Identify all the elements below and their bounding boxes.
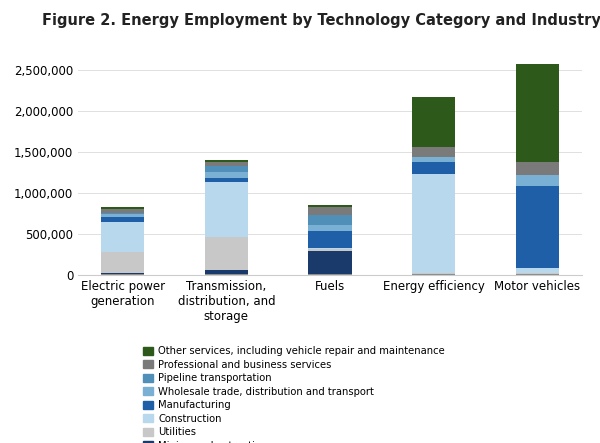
Bar [412, 157, 455, 162]
Text: Figure 2. Energy Employment by Technology Category and Industry, 2022: Figure 2. Energy Employment by Technolog… [42, 13, 600, 28]
Bar [101, 207, 145, 209]
Bar [515, 162, 559, 175]
Bar [515, 64, 559, 162]
Bar [308, 206, 352, 207]
Bar [101, 217, 145, 222]
Bar [101, 213, 145, 214]
Bar [101, 214, 145, 217]
Legend: Other services, including vehicle repair and maintenance, Professional and busin: Other services, including vehicle repair… [143, 346, 445, 443]
Bar [308, 274, 352, 275]
Bar [412, 156, 455, 157]
Bar [101, 252, 145, 272]
Bar [412, 174, 455, 272]
Bar [515, 186, 559, 268]
Bar [101, 272, 145, 274]
Bar [412, 97, 455, 147]
Bar [205, 178, 248, 182]
Bar [205, 172, 248, 178]
Bar [205, 237, 248, 270]
Bar [205, 182, 248, 237]
Bar [308, 207, 352, 215]
Bar [412, 272, 455, 274]
Bar [308, 231, 352, 248]
Bar [101, 209, 145, 213]
Bar [205, 166, 248, 172]
Bar [101, 222, 145, 252]
Bar [205, 160, 248, 162]
Bar [412, 162, 455, 174]
Bar [412, 147, 455, 156]
Bar [205, 274, 248, 275]
Bar [308, 248, 352, 249]
Bar [515, 175, 559, 186]
Bar [515, 268, 559, 272]
Bar [205, 162, 248, 166]
Bar [205, 270, 248, 274]
Bar [515, 272, 559, 274]
Bar [308, 225, 352, 231]
Bar [308, 215, 352, 225]
Bar [308, 249, 352, 251]
Bar [308, 251, 352, 274]
